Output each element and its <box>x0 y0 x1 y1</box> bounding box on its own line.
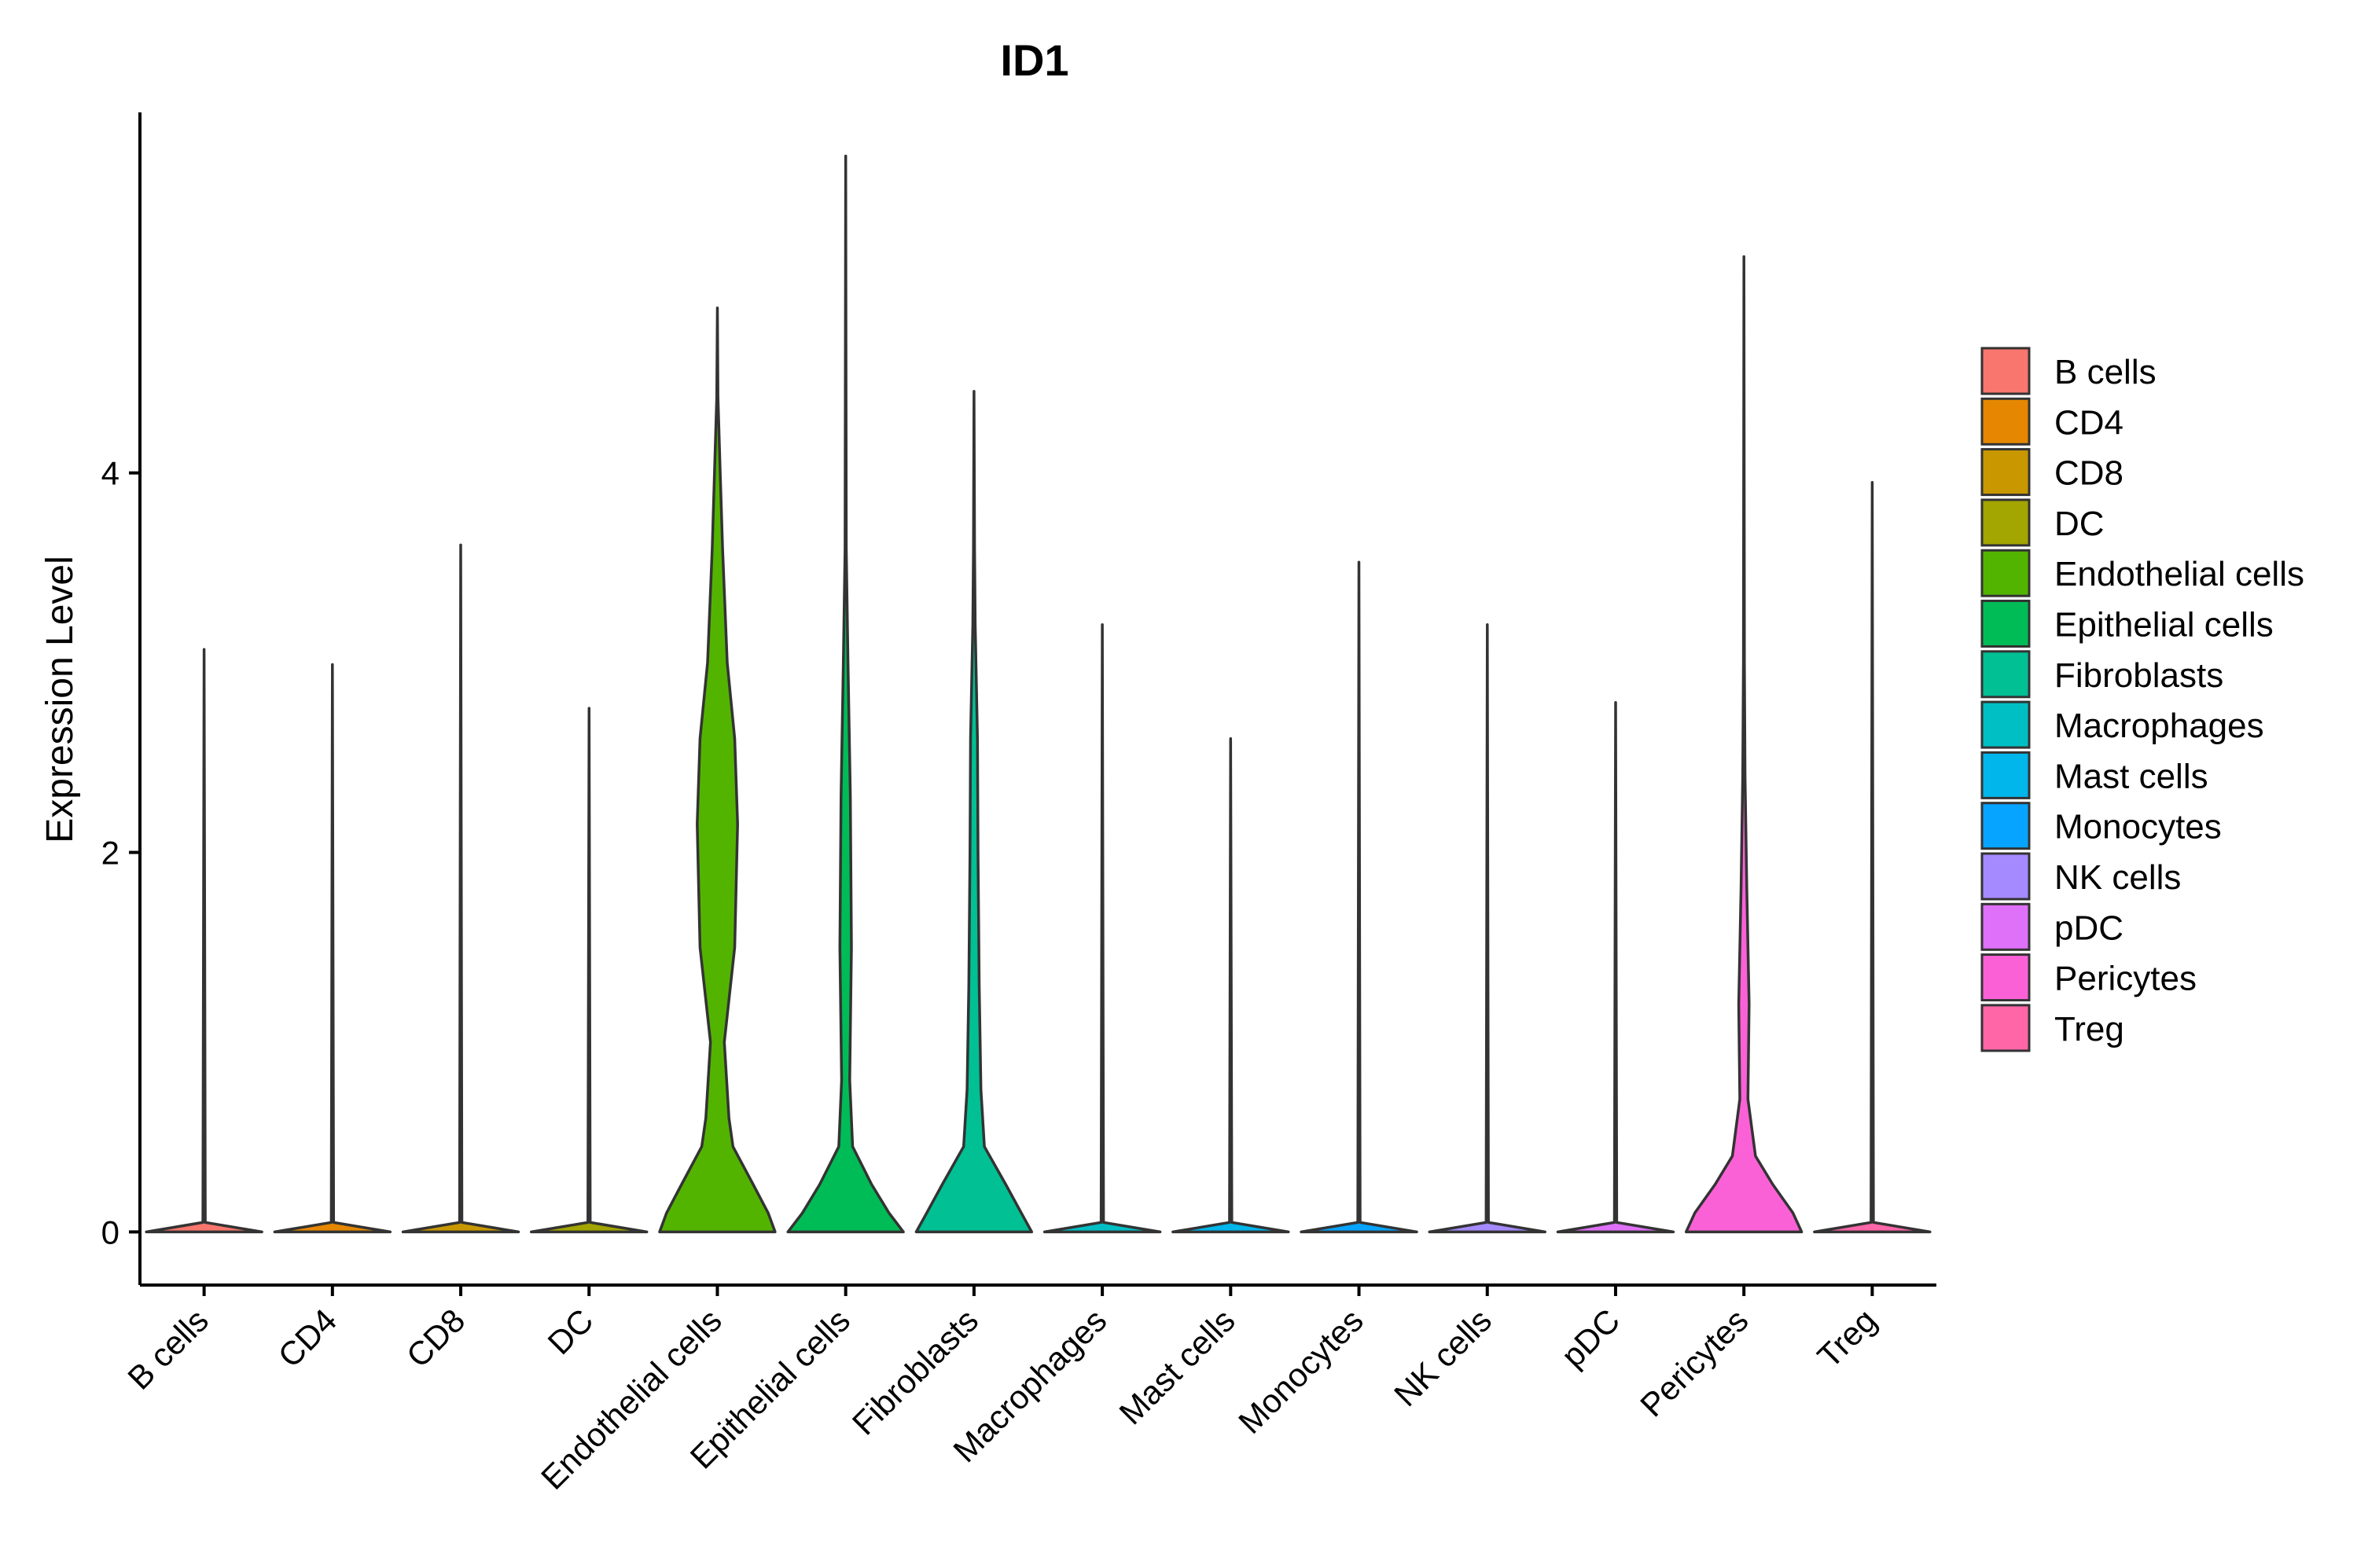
legend-key <box>1980 549 2031 597</box>
axes <box>138 112 1936 1287</box>
legend-label: DC <box>2054 505 2105 543</box>
legend-key <box>1980 902 2031 951</box>
violin-nk-cells <box>1428 623 1546 1234</box>
x-tick-label: Monocytes <box>1231 1302 1370 1441</box>
legend-key <box>1980 448 2031 497</box>
y-tick-label: 0 <box>101 1214 120 1250</box>
violin-cd8 <box>401 543 520 1234</box>
legend-key <box>1980 751 2031 799</box>
legend-key <box>1980 600 2031 648</box>
legend-label: NK cells <box>2054 858 2181 897</box>
x-tick-label: NK cells <box>1387 1302 1498 1413</box>
legend-label: Treg <box>2054 1010 2124 1048</box>
violin-monocytes <box>1300 560 1418 1234</box>
violin-epithelial-cells <box>786 154 905 1234</box>
violin-pdc <box>1556 701 1675 1234</box>
legend-key <box>1980 650 2031 699</box>
violin-dc <box>530 707 649 1234</box>
violin-layer <box>145 154 1932 1234</box>
x-tick-label: CD8 <box>399 1302 472 1375</box>
legend-label: Epithelial cells <box>2054 606 2274 644</box>
legend-label: B cells <box>2054 353 2157 391</box>
legend-label: Pericytes <box>2054 960 2197 998</box>
legend-key <box>1980 700 2031 749</box>
legend-label: Mast cells <box>2054 757 2208 795</box>
legend-label: Monocytes <box>2054 808 2222 846</box>
x-tick-label: Fibroblasts <box>845 1302 985 1441</box>
legend-label: pDC <box>2054 909 2123 947</box>
legend-key <box>1980 852 2031 901</box>
violin-treg <box>1813 481 1932 1234</box>
violin-mast-cells <box>1171 736 1290 1234</box>
legend-label: Endothelial cells <box>2054 555 2304 593</box>
chart-title: ID1 <box>1000 35 1068 85</box>
x-tick-label: Mast cells <box>1112 1302 1241 1431</box>
legend-label: Fibroblasts <box>2054 656 2223 695</box>
legend-label: CD4 <box>2054 403 2123 442</box>
x-tick-label: CD4 <box>271 1302 344 1375</box>
legend-key <box>1980 347 2031 395</box>
violin-cd4 <box>273 663 392 1234</box>
violin-b-cells <box>145 648 263 1234</box>
y-ticks: 0 2 4 <box>101 455 140 1250</box>
violin-pericytes <box>1684 255 1804 1234</box>
legend-key <box>1980 498 2031 547</box>
legend-key <box>1980 397 2031 446</box>
legend-label: Macrophages <box>2054 707 2264 745</box>
x-tick-label: DC <box>540 1302 600 1361</box>
x-tick-label: Treg <box>1811 1302 1884 1375</box>
legend: B cells CD4 CD8 DC Endothelial cells Epitheli… <box>1980 347 2304 1052</box>
y-axis-title: Expression Level <box>39 556 81 843</box>
legend-label: CD8 <box>2054 454 2123 493</box>
violin-endothelial-cells <box>658 306 777 1234</box>
x-tick-label: pDC <box>1554 1302 1627 1375</box>
y-tick-label: 2 <box>101 835 120 872</box>
x-tick-label: Pericytes <box>1633 1302 1755 1423</box>
legend-key <box>1980 802 2031 850</box>
y-tick-label: 4 <box>101 455 120 492</box>
violin-macrophages <box>1042 623 1162 1234</box>
violin-fibroblasts <box>914 390 1034 1234</box>
x-tick-label: B cells <box>120 1302 215 1397</box>
legend-key <box>1980 1004 2031 1052</box>
legend-key <box>1980 953 2031 1002</box>
